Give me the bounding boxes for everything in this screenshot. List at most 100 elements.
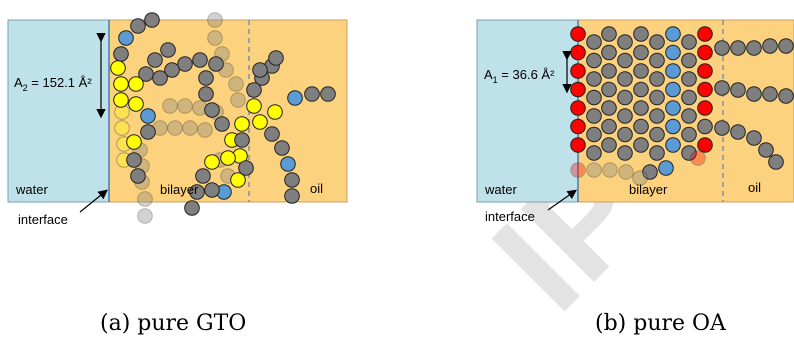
molecule-bead <box>198 86 214 102</box>
molecule-bead <box>690 150 706 166</box>
interface-pointer <box>547 189 577 211</box>
molecule-bead <box>642 164 658 180</box>
molecule-bead <box>208 56 224 72</box>
molecule-bead <box>570 63 586 79</box>
molecule-bead <box>697 137 713 153</box>
area-label-subscript: 2 <box>23 83 28 93</box>
molecule-bead <box>681 71 697 87</box>
molecule-bead <box>665 137 681 153</box>
molecule-bead <box>586 108 602 124</box>
molecule-bead <box>162 98 178 114</box>
molecule-bead <box>586 126 602 143</box>
molecule-bead <box>207 30 223 46</box>
molecule-bead <box>601 26 617 42</box>
molecule-bead <box>681 145 697 161</box>
area-label-subscript: 1 <box>493 75 498 85</box>
molecule-bead <box>138 66 154 82</box>
molecule-bead <box>633 44 649 61</box>
molecule-bead <box>649 52 665 69</box>
molecules-oa <box>570 26 794 186</box>
molecule-bead <box>570 118 586 135</box>
molecule-bead <box>649 108 665 124</box>
molecule-bead <box>714 40 730 56</box>
molecule-bead <box>128 76 144 92</box>
molecule-bead <box>633 137 649 153</box>
molecule-bead <box>570 162 586 178</box>
molecule-bead <box>768 154 784 170</box>
area-label: A2 = 152.1 Å² <box>14 75 92 93</box>
molecule-bead <box>649 71 665 87</box>
molecule-bead <box>198 70 214 86</box>
molecule-bead <box>164 62 180 78</box>
molecule-bead <box>746 40 762 56</box>
molecule-bead <box>601 100 617 116</box>
molecule-bead <box>665 100 681 116</box>
molecule-bead <box>113 92 129 108</box>
molecule-bead <box>697 26 713 42</box>
molecule-bead <box>697 81 713 98</box>
molecule-bead <box>601 118 617 135</box>
molecule-bead <box>177 98 193 114</box>
molecule-bead <box>252 62 268 78</box>
molecule-bead <box>601 63 617 79</box>
molecule-bead <box>778 88 794 104</box>
molecule-bead <box>234 132 250 148</box>
area-label-symbol: A <box>14 75 23 90</box>
molecule-bead <box>113 46 129 62</box>
molecule-bead <box>649 126 665 143</box>
molecule-bead <box>697 63 713 79</box>
molecule-bead <box>681 34 697 50</box>
molecule-bead <box>617 145 633 161</box>
molecule-bead <box>177 56 193 72</box>
molecule-bead <box>714 120 730 136</box>
molecule-bead <box>601 44 617 61</box>
molecule-bead <box>570 100 586 116</box>
molecule-bead <box>570 81 586 98</box>
molecule-bead <box>617 89 633 106</box>
molecule-bead <box>746 130 762 146</box>
molecule-bead <box>246 98 262 114</box>
molecule-bead <box>113 76 129 92</box>
molecule-bead <box>762 38 778 54</box>
molecule-bead <box>762 86 778 102</box>
molecule-bead <box>730 82 746 98</box>
molecule-bead <box>220 150 236 166</box>
molecule-bead <box>586 71 602 87</box>
molecule-bead <box>746 86 762 102</box>
molecule-bead <box>126 152 142 168</box>
panel-a: A2 = 152.1 Å² water bilayer oil interfac… <box>7 12 348 227</box>
molecule-bead <box>128 96 144 112</box>
interface-label: interface <box>18 212 68 227</box>
molecule-bead <box>617 71 633 87</box>
molecule-bead <box>586 89 602 106</box>
oil-label: oil <box>310 181 323 196</box>
area-label-value: = 36.6 Å² <box>498 67 555 82</box>
molecule-bead <box>160 42 176 58</box>
molecule-bead <box>140 124 156 140</box>
molecule-bead <box>230 172 246 188</box>
molecule-bead <box>140 108 156 124</box>
molecule-bead <box>633 81 649 98</box>
molecule-bead <box>144 12 160 28</box>
molecule-bead <box>570 44 586 61</box>
molecule-bead <box>665 44 681 61</box>
molecule-bead <box>665 26 681 42</box>
caption-a: (a) pure GTO <box>100 311 246 336</box>
molecule-bead <box>238 160 254 176</box>
molecules-gto <box>110 12 336 224</box>
bilayer-label: bilayer <box>629 182 668 197</box>
molecule-bead <box>207 12 223 28</box>
molecule-bead <box>633 118 649 135</box>
molecule-bead <box>586 162 602 178</box>
molecule-bead <box>681 126 697 143</box>
molecule-bead <box>204 182 220 198</box>
interface-pointer <box>79 189 108 213</box>
water-label: water <box>484 182 517 197</box>
molecule-bead <box>665 118 681 135</box>
molecule-bead <box>618 164 634 180</box>
molecule-bead <box>274 140 290 156</box>
area-label: A1 = 36.6 Å² <box>484 67 555 85</box>
molecule-bead <box>632 170 648 186</box>
molecule-bead <box>214 116 230 132</box>
